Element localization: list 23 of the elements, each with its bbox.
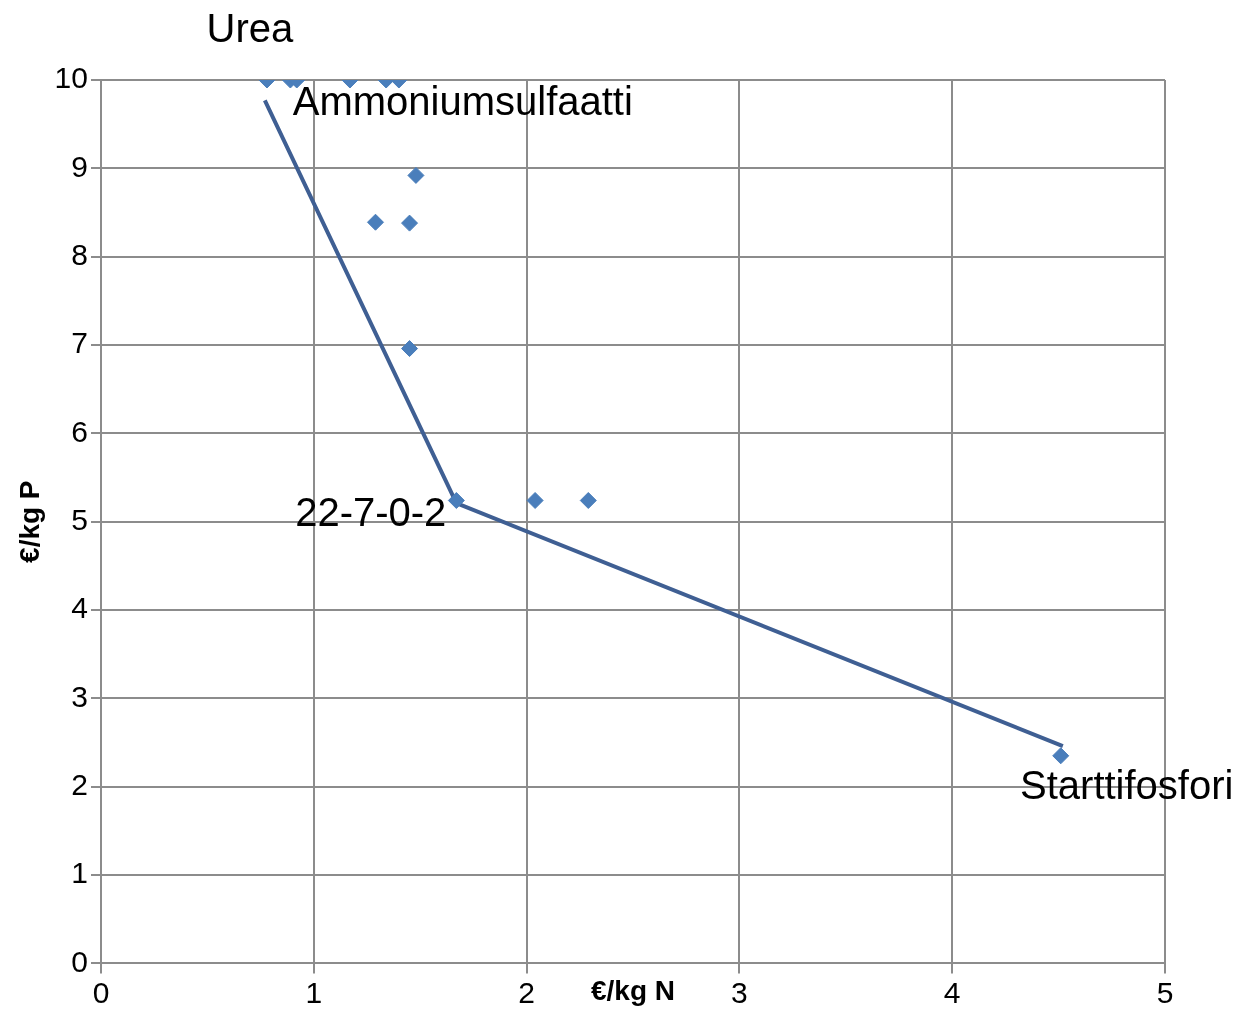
annotation: 22-7-0-2 [295,489,447,534]
y-tick-label: 10 [54,61,88,95]
y-axis-title: €/kg P [13,480,45,563]
x-tick-label: 3 [731,975,748,1009]
annotation: Ammoniumsulfaatti [292,79,633,124]
x-tick-label: 5 [1156,975,1174,1009]
annotation: Urea [206,6,295,50]
y-tick-label: 8 [71,237,88,271]
y-tick-label: 2 [71,767,88,801]
x-tick-label: 1 [305,975,323,1009]
y-tick-label: 5 [71,502,88,536]
y-tick-label: 7 [71,326,88,360]
annotation: Starttifosfori [1020,762,1234,807]
x-axis-title: €/kg N [590,974,675,1006]
x-tick-label: 2 [518,975,535,1009]
y-tick-label: 6 [71,414,88,448]
y-tick-label: 3 [71,679,88,713]
x-tick-label: 4 [943,975,961,1009]
x-tick-label: 0 [92,975,110,1009]
y-tick-label: 9 [71,149,88,183]
y-tick-label: 4 [71,591,88,625]
y-tick-label: 0 [71,944,88,978]
y-tick-label: 1 [71,856,88,890]
